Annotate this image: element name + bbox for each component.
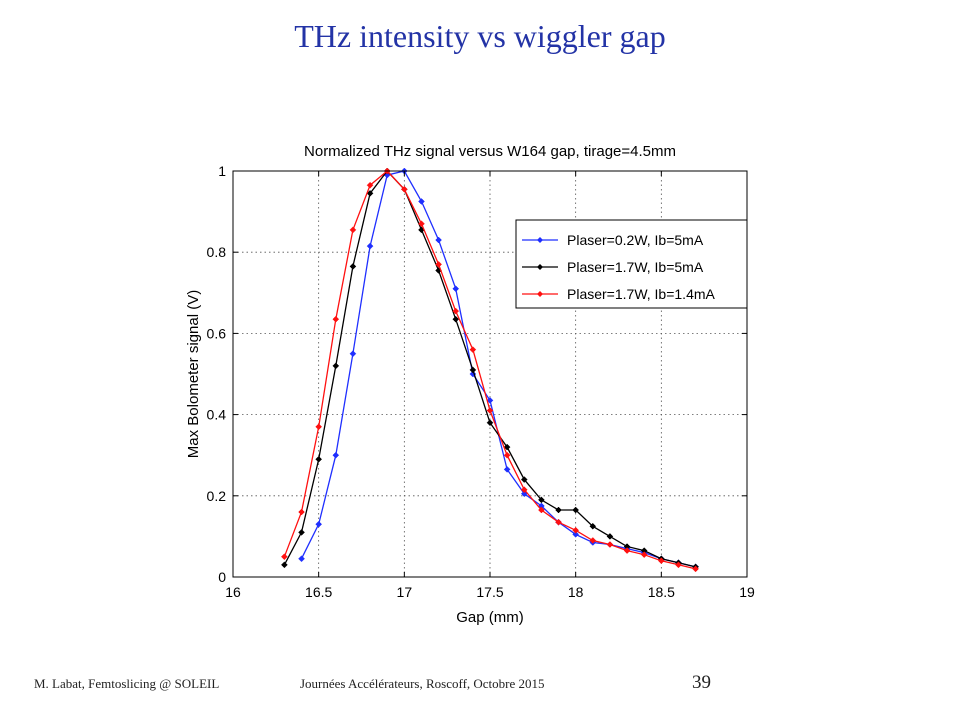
data-point	[315, 455, 323, 463]
data-point	[589, 537, 597, 544]
x-tick-label: 18.5	[648, 584, 675, 600]
data-point	[366, 189, 374, 197]
data-point	[435, 261, 442, 268]
x-tick-label: 16.5	[305, 584, 332, 600]
legend-label: Plaser=0.2W, Ib=5mA	[567, 232, 704, 248]
data-point	[298, 555, 305, 563]
x-tick-label: 17.5	[476, 584, 503, 600]
axis-ticks: 16 16.5 17 17.5 18 18.5 19 0 0.2 0.4 0.6 0.8 1	[207, 163, 755, 600]
data-point	[315, 423, 323, 431]
data-point	[606, 533, 614, 540]
data-point	[349, 350, 357, 358]
data-point	[692, 565, 699, 573]
data-point	[349, 226, 357, 234]
y-tick-label: 0	[218, 569, 226, 585]
data-point	[675, 561, 682, 569]
data-point	[332, 451, 340, 459]
y-tick-label: 0.6	[207, 325, 227, 341]
legend-label: Plaser=1.7W, Ib=1.4mA	[567, 286, 716, 302]
data-point	[298, 508, 305, 516]
data-point	[435, 236, 442, 244]
data-point	[486, 397, 494, 404]
data-point	[469, 346, 477, 353]
x-tick-label: 18	[568, 584, 584, 600]
data-point	[452, 315, 460, 323]
data-point	[418, 198, 425, 205]
legend-box	[515, 219, 748, 309]
data-point	[332, 362, 340, 370]
data-point	[520, 476, 528, 483]
legend-marker	[537, 237, 543, 243]
data-point	[520, 486, 528, 494]
data-point	[555, 506, 562, 514]
data-point	[469, 370, 477, 378]
data-point	[538, 496, 545, 504]
footer-event: Journées Accélérateurs, Roscoff, Octobre…	[300, 676, 545, 691]
x-tick-label: 17	[397, 584, 413, 600]
chart-title: Normalized THz signal versus W164 gap, t…	[304, 143, 676, 160]
y-tick-label: 0.4	[207, 407, 227, 423]
data-point	[366, 242, 374, 250]
data-point	[452, 285, 460, 293]
data-point	[452, 307, 460, 315]
data-point	[281, 561, 288, 569]
data-point	[418, 220, 425, 228]
data-point	[315, 520, 323, 528]
x-tick-label: 16	[225, 584, 241, 600]
data-point	[332, 315, 340, 323]
data-point	[400, 185, 408, 193]
data-point	[589, 522, 597, 530]
slide-title: THz intensity vs wiggler gap	[294, 18, 666, 54]
data-point	[657, 557, 665, 565]
page-number: 39	[692, 672, 711, 693]
data-point	[503, 451, 511, 459]
y-tick-label: 0.2	[207, 488, 227, 504]
data-point	[503, 466, 511, 473]
data-point	[623, 547, 631, 554]
data-point	[486, 407, 494, 414]
data-point	[298, 528, 305, 536]
legend-label: Plaser=1.7W, Ib=5mA	[567, 259, 704, 275]
data-point	[538, 506, 545, 514]
data-point	[555, 518, 562, 526]
data-point	[606, 541, 614, 548]
x-tick-label: 19	[739, 584, 755, 600]
footer-author: M. Labat, Femtoslicing @ SOLEIL	[34, 676, 220, 691]
data-point	[572, 506, 580, 514]
data-point	[486, 419, 494, 427]
data-point	[572, 526, 580, 534]
data-point	[281, 553, 288, 561]
data-point	[640, 551, 648, 559]
data-point	[349, 263, 357, 270]
y-tick-label: 1	[218, 163, 226, 179]
legend-marker	[537, 264, 543, 270]
data-point	[469, 366, 477, 374]
data-point	[366, 181, 374, 189]
y-tick-label: 0.8	[207, 244, 227, 260]
legend-marker	[537, 291, 543, 297]
data-point	[503, 443, 511, 451]
data-point	[572, 531, 580, 538]
y-axis-label: Max Bolometer signal (V)	[185, 290, 202, 458]
x-axis-label: Gap (mm)	[456, 609, 524, 626]
legend: Plaser=0.2W, Ib=5mA Plaser=1.7W, Ib=5mA Pl…	[515, 219, 748, 309]
